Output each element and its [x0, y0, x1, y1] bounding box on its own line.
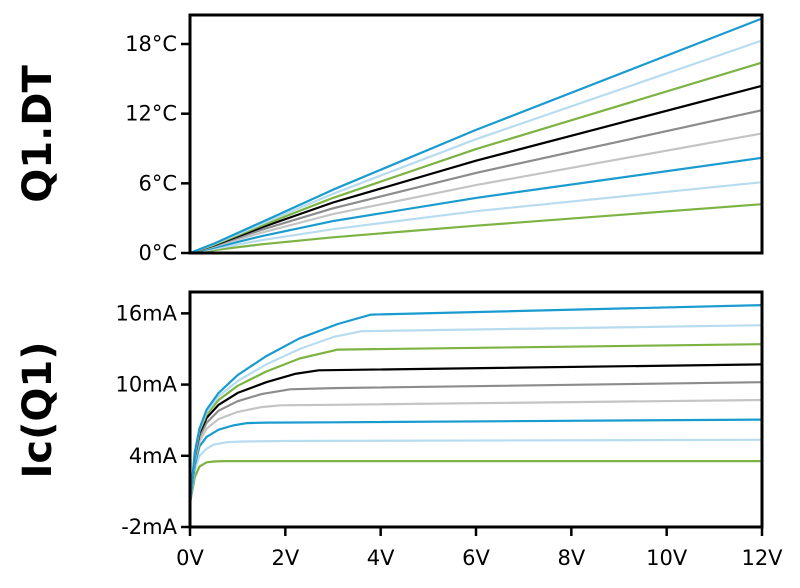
series-line-trace-2 — [188, 438, 764, 505]
x-tick-label: 4V — [367, 546, 395, 570]
plot-frame — [188, 13, 764, 255]
y-tick-label: 10mA — [115, 373, 177, 397]
series-group — [188, 304, 764, 505]
y-tick-label: 16mA — [115, 301, 177, 325]
series-line-trace-4 — [188, 398, 764, 505]
y-tick-label: 4mA — [129, 444, 178, 468]
y-tick-label: 18°C — [125, 32, 177, 56]
y-tick-label: 12°C — [125, 102, 177, 126]
y-tick-label: 6°C — [138, 171, 177, 195]
y-tick-label: -2mA — [121, 515, 177, 539]
series-line-trace-4 — [188, 132, 764, 255]
x-tick-label: 0V — [176, 546, 204, 570]
series-line-trace-5 — [188, 109, 764, 255]
series-line-trace-1 — [188, 460, 764, 505]
series-line-trace-9 — [188, 17, 764, 255]
series-line-trace-3 — [188, 418, 764, 505]
y-tick-label: 0°C — [138, 241, 177, 265]
panel-1: 0°C 6°C 12°C 18°C Q1.DT — [15, 13, 764, 265]
x-tick-label: 10V — [646, 546, 688, 570]
series-group — [188, 17, 764, 255]
x-tick-label: 2V — [271, 546, 299, 570]
series-line-trace-9 — [188, 304, 764, 505]
y-axis-title: Q1.DT — [15, 65, 61, 203]
y-axis-title: Ic(Q1) — [15, 342, 61, 479]
x-tick-label: 12V — [741, 546, 783, 570]
panel-2: -2mA 4mA 10mA 16mA 0V 2V 4V 6V 8V 10V 12V Ic(Q1) — [15, 290, 783, 570]
x-tick-label: 6V — [462, 546, 490, 570]
x-tick-label: 8V — [557, 546, 585, 570]
